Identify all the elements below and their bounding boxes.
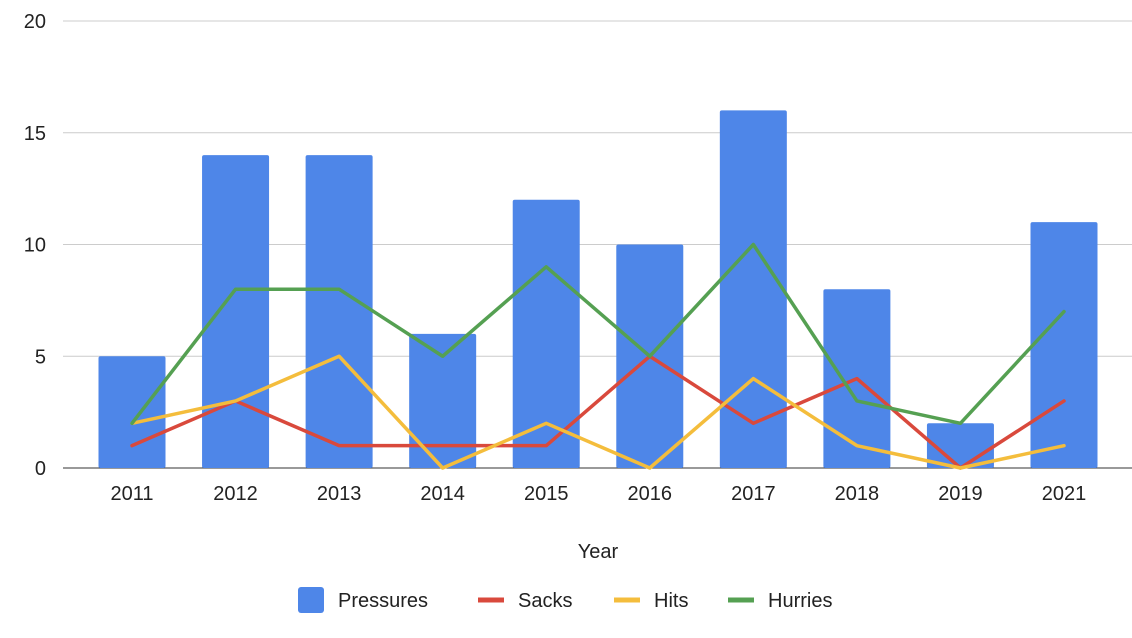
line-hits	[130, 354, 1066, 470]
y-tick-label: 15	[24, 123, 46, 145]
x-tick-label: 2014	[420, 483, 465, 505]
legend: Pressures Sacks Hits Hurries	[298, 587, 832, 613]
y-tick-label: 0	[35, 458, 46, 480]
line-hurries	[130, 242, 1066, 426]
bar-pressures-2015	[512, 199, 580, 469]
bar-pressures-2013	[305, 155, 373, 468]
x-tick-label: 2019	[938, 483, 983, 505]
legend-swatch-pressures	[298, 587, 324, 613]
legend-label-pressures: Pressures	[338, 590, 428, 612]
bar-pressures-2021	[1030, 222, 1098, 468]
bar-pressures-2012	[202, 155, 270, 468]
y-tick-label: 10	[24, 235, 46, 257]
legend-label-sacks: Sacks	[518, 590, 572, 612]
y-axis-ticks: 0 5 10 15 20	[24, 11, 46, 480]
x-tick-label: 2011	[110, 483, 153, 505]
x-tick-label: 2021	[1042, 483, 1087, 505]
x-tick-label: 2015	[524, 483, 569, 505]
bar-pressures-2017	[719, 110, 787, 469]
x-tick-label: 2017	[731, 483, 776, 505]
line-sacks	[130, 354, 1066, 470]
legend-label-hits: Hits	[654, 590, 688, 612]
x-tick-label: 2012	[213, 483, 258, 505]
line-series	[130, 242, 1066, 470]
y-tick-label: 20	[24, 11, 46, 33]
x-tick-label: 2016	[628, 483, 673, 505]
x-tick-label: 2018	[835, 483, 880, 505]
x-tick-label: 2013	[317, 483, 362, 505]
bar-pressures-2014	[409, 333, 477, 468]
x-axis-ticks: 2011 2012 2013 2014 2015 2016 2017 2018 2019 2021	[110, 483, 1086, 505]
x-axis-title: Year	[578, 541, 619, 563]
y-tick-label: 5	[35, 346, 46, 368]
bar-pressures-2011	[98, 356, 166, 468]
legend-label-hurries: Hurries	[768, 590, 832, 612]
